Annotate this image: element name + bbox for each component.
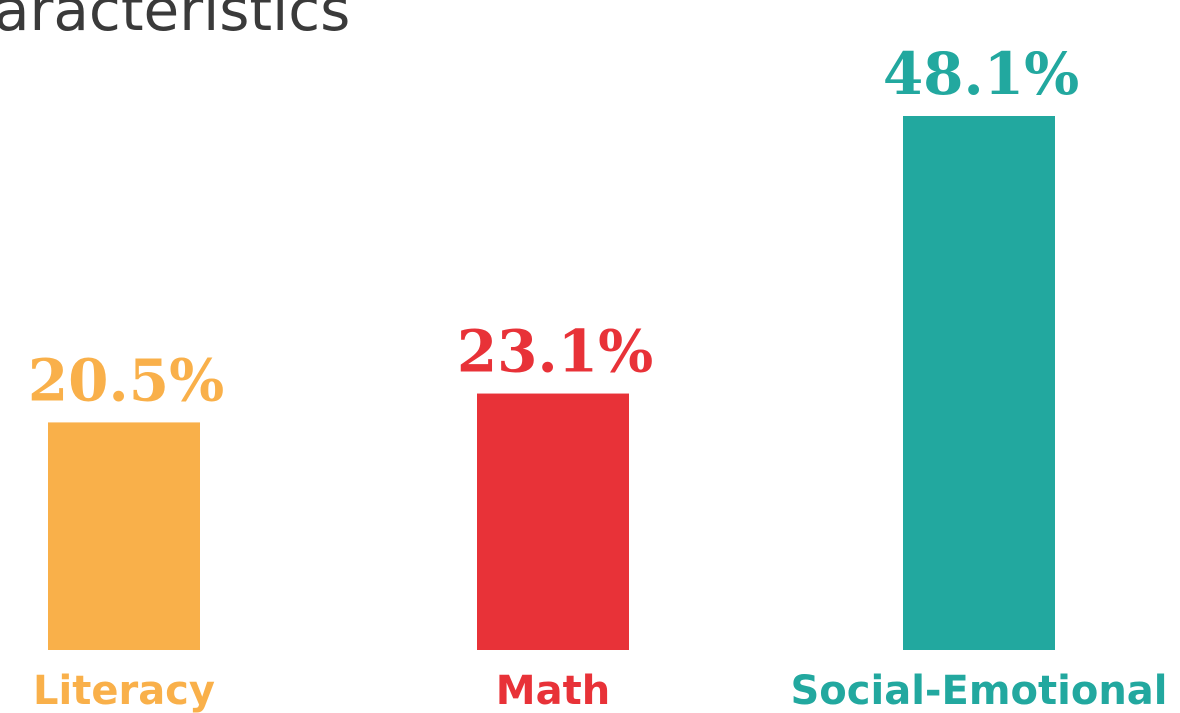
bar xyxy=(48,422,200,650)
bar xyxy=(903,116,1055,650)
value-label: 20.5% xyxy=(28,346,224,414)
value-label: 23.1% xyxy=(457,318,653,386)
chart-title: aracteristics xyxy=(0,0,350,44)
value-label: 48.1% xyxy=(883,40,1079,108)
category-label: Math xyxy=(496,668,610,713)
category-label: Social-Emotional xyxy=(791,668,1168,713)
category-label: Literacy xyxy=(33,668,215,713)
bar xyxy=(477,393,629,650)
